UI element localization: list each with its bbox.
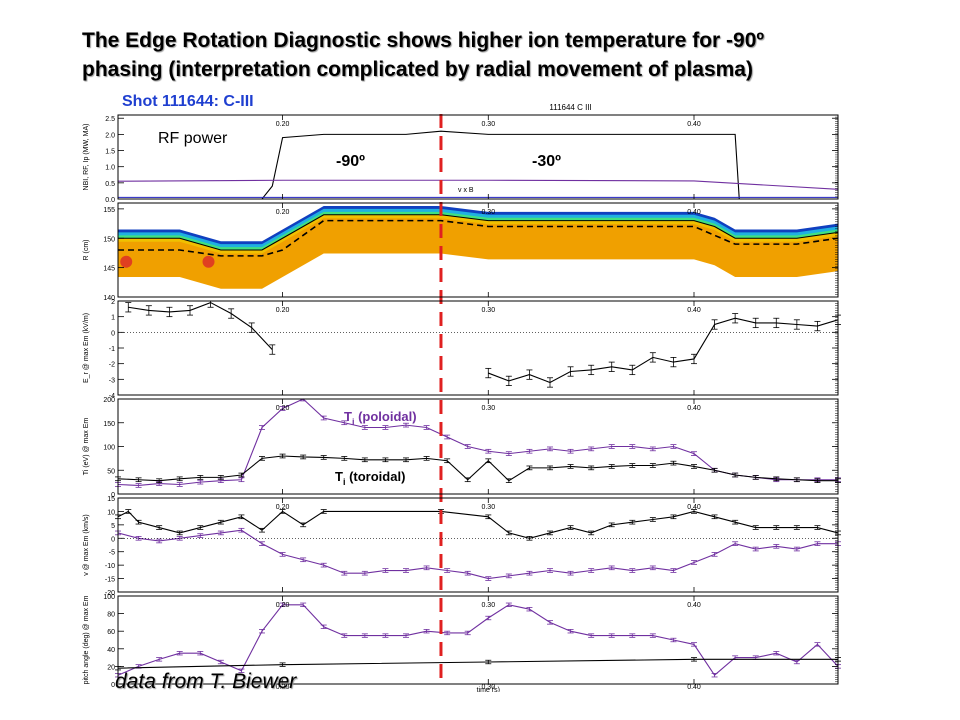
vxb-label: v x B <box>458 187 474 194</box>
y-tick-label: 15 <box>107 496 115 503</box>
y-tick-label: 10 <box>107 509 115 516</box>
heatmap-hotspot <box>202 255 215 268</box>
x-tick-label-inner: 0.20 <box>276 121 290 128</box>
x-tick-label: 0.30 <box>481 684 495 691</box>
y-tick-label: 0 <box>111 330 115 337</box>
panel-frame <box>117 114 839 200</box>
y-axis-label: E_r @ max Em (kV/m) <box>83 313 90 383</box>
y-tick-label: 140 <box>103 295 115 302</box>
series-line-panel5-1 <box>117 510 839 539</box>
y-tick-label: -4 <box>109 393 115 400</box>
x-tick-label-inner: 0.40 <box>687 307 701 314</box>
ti-poloidal-annotation: Ti (poloidal) <box>344 409 417 427</box>
ti-toroidal-annotation: Ti (toroidal) <box>335 469 405 487</box>
x-tick-label-inner: 0.40 <box>687 504 701 511</box>
rf-power-annotation: RF power <box>158 130 228 147</box>
y-tick-label: 20 <box>107 664 115 671</box>
slide-title: The Edge Rotation Diagnostic shows highe… <box>82 26 942 84</box>
x-tick-label-inner: 0.20 <box>276 504 290 511</box>
y-axis-label: Ti (eV) @ max Em <box>83 418 90 476</box>
y-tick-label: -5 <box>109 550 115 557</box>
series-line-panel3-1 <box>128 301 273 350</box>
y-tick-label: 150 <box>103 236 115 243</box>
y-tick-label: 60 <box>107 629 115 636</box>
heatmap-band-inner <box>118 218 838 289</box>
series-line-panel4-2 <box>117 455 838 482</box>
panel-frame <box>117 398 839 495</box>
phase-minus30-annotation: -30º <box>532 153 561 170</box>
y-tick-label: 150 <box>103 421 115 428</box>
shot-label: Shot 111644: C-III <box>122 93 254 110</box>
series-line-panel2-2 <box>118 219 839 257</box>
y-tick-label: 155 <box>103 207 115 214</box>
y-tick-label: 80 <box>107 612 115 619</box>
x-tick-label-inner: 0.30 <box>481 209 495 216</box>
y-tick-label: 2.0 <box>105 132 115 139</box>
x-axis-label: time (s) <box>477 687 500 692</box>
figure-header: 111644 C III <box>549 103 591 112</box>
x-tick-label-inner: 0.40 <box>687 121 701 128</box>
y-tick-label: 5 <box>111 523 115 530</box>
x-tick-label-inner: 0.20 <box>276 209 290 216</box>
x-tick-label-inner: 0.30 <box>481 307 495 314</box>
y-tick-label: 100 <box>103 445 115 452</box>
y-tick-label: 1 <box>111 315 115 322</box>
y-tick-label: -1 <box>109 346 115 353</box>
series-line-panel1-1 <box>118 130 838 200</box>
x-tick-label: 0.20 <box>276 684 290 691</box>
y-tick-label: 50 <box>107 468 115 475</box>
panel-frame <box>117 497 839 593</box>
x-tick-label-inner: 0.40 <box>687 405 701 412</box>
y-tick-label: 100 <box>103 594 115 601</box>
series-line-panel3-2 <box>488 317 839 384</box>
x-tick-label: 0.40 <box>687 684 701 691</box>
y-tick-label: 0 <box>111 536 115 543</box>
y-tick-label: -2 <box>109 362 115 369</box>
y-tick-label: 40 <box>107 647 115 654</box>
title-line-1: The Edge Rotation Diagnostic shows highe… <box>82 29 765 52</box>
x-tick-label-inner: 0.40 <box>687 209 701 216</box>
y-axis-label: R (cm) <box>83 240 90 261</box>
x-tick-label-inner: 0.30 <box>481 602 495 609</box>
y-tick-label: -10 <box>105 563 115 570</box>
y-tick-label: -20 <box>105 590 115 597</box>
x-tick-label-inner: 0.20 <box>276 405 290 412</box>
y-tick-label: 0.5 <box>105 181 115 188</box>
multi-panel-figure: 111644 C III 0.0 0.5 1.0 1.5 2.0 2.5 0.20 0.30 0.… <box>83 103 841 692</box>
x-tick-label-inner: 0.40 <box>687 602 701 609</box>
y-tick-label: 0 <box>111 682 115 689</box>
y-tick-label: -3 <box>109 377 115 384</box>
series-line-panel1-2 <box>117 179 839 190</box>
x-tick-label-inner: 0.30 <box>481 121 495 128</box>
x-tick-label-inner: 0.30 <box>481 405 495 412</box>
series-line-panel6-1 <box>117 604 839 677</box>
x-tick-label-inner: 0.20 <box>276 307 290 314</box>
y-tick-label: 2.5 <box>105 116 115 123</box>
y-tick-label: 200 <box>103 397 115 404</box>
y-axis-label: pitch angle (deg) @ max Em <box>83 595 90 684</box>
series-line-panel4-1 <box>117 398 838 487</box>
series-line-panel5-2 <box>117 529 838 580</box>
x-tick-label-inner: 0.30 <box>481 504 495 511</box>
y-tick-label: -15 <box>105 577 115 584</box>
y-tick-label: 1.5 <box>105 149 115 156</box>
title-line-2: phasing (interpretation complicated by r… <box>82 58 753 81</box>
y-tick-label: 0.0 <box>105 197 115 204</box>
phase-minus90-annotation: -90º <box>336 153 365 170</box>
y-tick-label: 0 <box>111 492 115 499</box>
y-tick-label: 1.0 <box>105 165 115 172</box>
y-tick-label: 2 <box>111 299 115 306</box>
y-axis-label: NBI, RF, Ip (MW, MA) <box>83 124 90 191</box>
y-tick-label: 145 <box>103 266 115 273</box>
panel-frame <box>117 300 839 396</box>
y-axis-label: v @ max Em (km/s) <box>83 514 90 576</box>
heatmap-hotspot <box>120 255 133 268</box>
credit-text: data from T. Biewer <box>115 670 297 693</box>
x-tick-label-inner: 0.20 <box>276 602 290 609</box>
